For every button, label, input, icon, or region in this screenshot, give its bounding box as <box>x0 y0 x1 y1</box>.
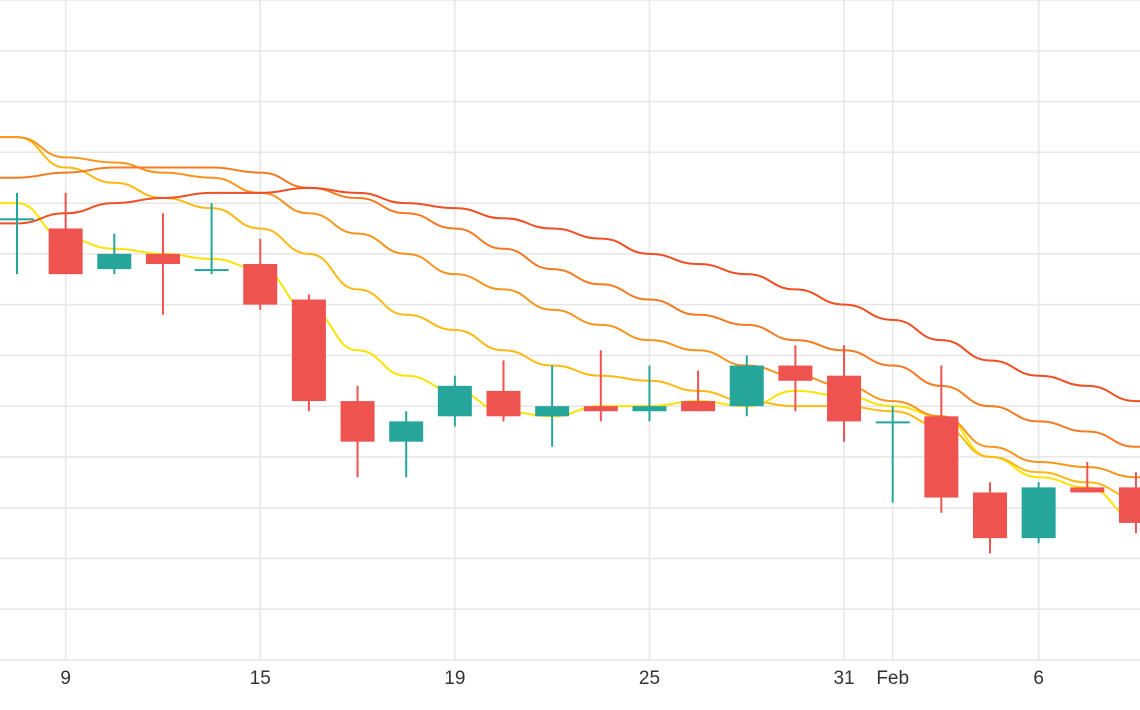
candle <box>291 294 326 412</box>
candle-body <box>486 390 521 417</box>
candle-body <box>632 406 667 412</box>
candle <box>340 385 375 478</box>
candle-body <box>681 401 716 412</box>
candle-body <box>97 253 132 270</box>
candle <box>875 406 910 503</box>
candle-body <box>291 299 326 402</box>
candle <box>583 350 618 422</box>
candle <box>729 355 764 417</box>
candle-body <box>1070 487 1105 493</box>
candle <box>973 482 1007 554</box>
x-tick-label: 25 <box>639 668 660 689</box>
candle <box>924 365 959 513</box>
candle <box>437 375 472 427</box>
candle-body <box>583 406 618 412</box>
candle <box>243 238 278 310</box>
x-tick-label: 9 <box>60 668 71 689</box>
candle <box>632 365 667 422</box>
candle-body <box>340 401 375 442</box>
candles <box>0 192 1140 554</box>
grid <box>0 0 1140 661</box>
candle-body <box>145 253 180 264</box>
moving-average-lines <box>0 136 1140 519</box>
candle-body <box>729 365 764 407</box>
ma-line-1 <box>0 202 1140 519</box>
candle <box>389 411 424 478</box>
candle <box>194 203 229 275</box>
candle <box>778 345 813 412</box>
candle-body <box>1021 487 1056 539</box>
candle-body <box>973 492 1007 539</box>
candle-body <box>1118 487 1140 523</box>
ma-line-4 <box>0 166 1140 448</box>
candle-body <box>778 365 813 381</box>
ma-line-3 <box>0 136 1140 479</box>
candle <box>1118 472 1140 534</box>
x-tick-label: Feb <box>876 668 909 689</box>
candle-body <box>827 375 862 422</box>
x-axis: 9 15 19 25 31 Feb 6 <box>60 668 1044 689</box>
candle <box>0 192 34 275</box>
candle-body <box>875 421 910 424</box>
candle-body <box>48 228 83 275</box>
x-tick-label: 15 <box>250 668 271 689</box>
candle <box>827 345 862 442</box>
candle-body <box>243 264 278 305</box>
candle <box>681 370 716 412</box>
candle <box>1021 482 1056 544</box>
candle-body <box>437 385 472 417</box>
candle-body <box>0 218 34 221</box>
candle <box>48 192 83 275</box>
candle-body <box>194 269 229 272</box>
candle <box>1070 462 1105 493</box>
x-tick-label: 6 <box>1033 668 1044 689</box>
candle <box>486 360 521 422</box>
x-tick-label: 19 <box>444 668 465 689</box>
candle <box>145 213 180 315</box>
candle-body <box>535 406 570 417</box>
candle-body <box>389 421 424 442</box>
ma-line-5 <box>0 186 1140 403</box>
candle <box>97 233 132 275</box>
x-tick-label: 31 <box>833 668 854 689</box>
candle <box>535 365 570 447</box>
candle-body <box>924 416 959 498</box>
